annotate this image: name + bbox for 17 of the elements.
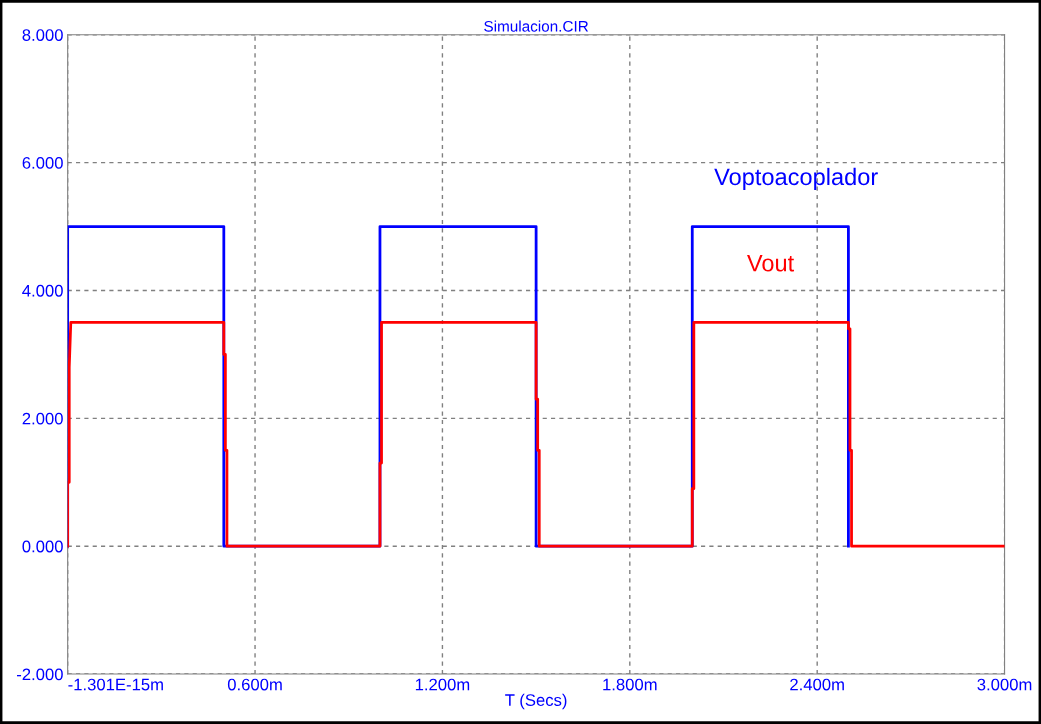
x-axis-title: T (Secs) [505,693,567,710]
series-label: Voptoacoplador [714,167,878,190]
x-tick-label: 1.800m [603,678,657,691]
x-tick-label: 0.600m [227,678,282,691]
x-tick-label: -1.301E-15m [68,678,163,691]
y-tick-label: -2.000 [16,668,63,681]
y-tick-label: 8.000 [22,29,63,41]
x-tick-label: 1.200m [415,678,470,691]
y-tick-label: 4.000 [22,284,63,297]
y-tick-label: 2.000 [22,412,63,425]
x-tick-label: 3.000m [977,678,1032,691]
y-tick-label: 0.000 [22,540,63,553]
y-tick-label: 6.000 [22,157,63,169]
chart-title: Simulacion.CIR [484,20,589,32]
text: Vout [747,255,795,272]
x-tick-label: 2.400m [790,678,844,691]
line-series [67,321,1005,548]
